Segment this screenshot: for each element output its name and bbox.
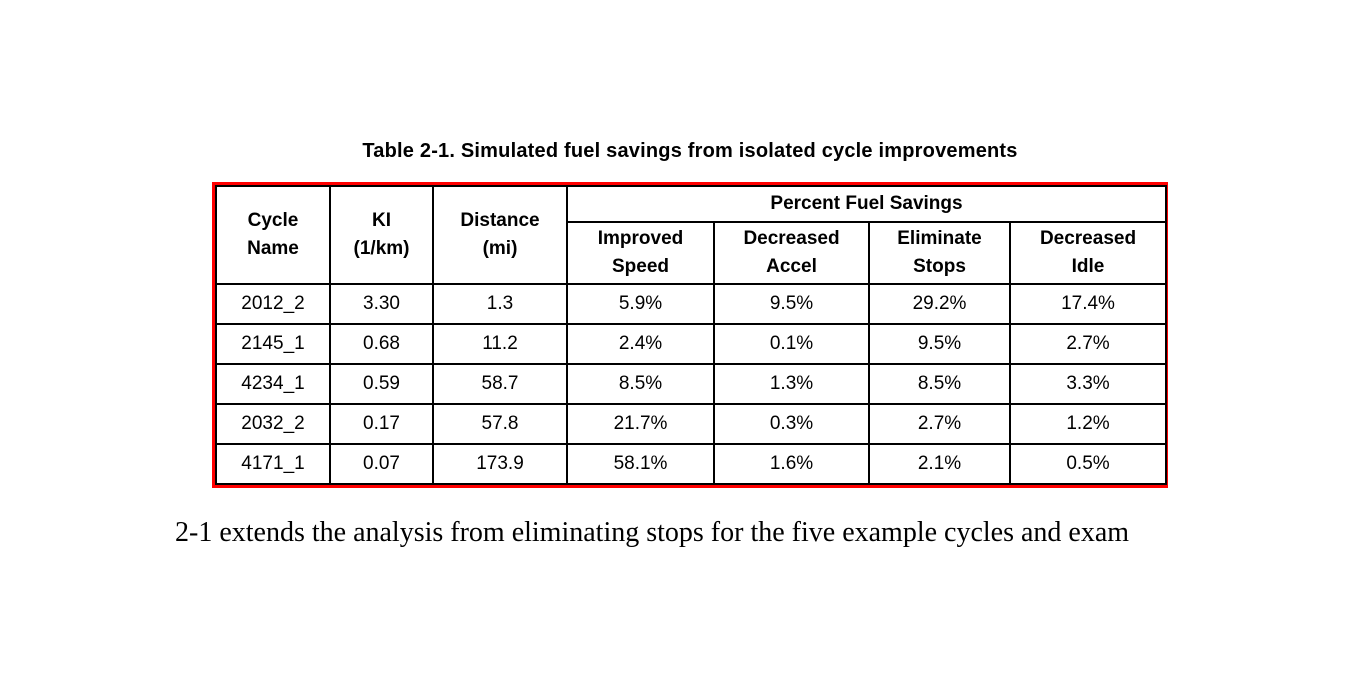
cell-distance: 173.9 xyxy=(432,443,568,485)
cell-ki: 0.68 xyxy=(329,323,434,365)
header-cycle-name: Cycle Name xyxy=(215,185,331,285)
cell-ki: 3.30 xyxy=(329,283,434,325)
cell-improved-speed: 21.7% xyxy=(566,403,715,445)
cell-improved-speed: 58.1% xyxy=(566,443,715,485)
cell-cycle-name: 2032_2 xyxy=(215,403,331,445)
cell-distance: 11.2 xyxy=(432,323,568,365)
cell-decreased-idle: 3.3% xyxy=(1009,363,1167,405)
cell-decreased-accel: 1.3% xyxy=(713,363,870,405)
cell-cycle-name: 4171_1 xyxy=(215,443,331,485)
cell-ki: 0.07 xyxy=(329,443,434,485)
cell-improved-speed: 5.9% xyxy=(566,283,715,325)
table-red-outline: Cycle Name KI (1/km) Distance (mi) Perce… xyxy=(212,182,1168,488)
cell-improved-speed: 2.4% xyxy=(566,323,715,365)
table-row: 4171_1 0.07 173.9 58.1% 1.6% 2.1% 0.5% xyxy=(215,443,1167,485)
cell-eliminate-stops: 2.7% xyxy=(868,403,1011,445)
cell-cycle-name: 2012_2 xyxy=(215,283,331,325)
header-improved-speed: Improved Speed xyxy=(566,221,715,285)
table-row: 2032_2 0.17 57.8 21.7% 0.3% 2.7% 1.2% xyxy=(215,403,1167,445)
fuel-savings-table: Cycle Name KI (1/km) Distance (mi) Perce… xyxy=(215,185,1167,485)
cell-decreased-idle: 17.4% xyxy=(1009,283,1167,325)
cell-ki: 0.59 xyxy=(329,363,434,405)
header-distance: Distance (mi) xyxy=(432,185,568,285)
table-header-row-sub: Improved Speed Decreased Accel Eliminate… xyxy=(216,221,1167,285)
header-decreased-accel: Decreased Accel xyxy=(713,221,870,285)
header-eliminate-stops: Eliminate Stops xyxy=(868,221,1011,285)
table-row: 2145_1 0.68 11.2 2.4% 0.1% 9.5% 2.7% xyxy=(215,323,1167,365)
cell-eliminate-stops: 9.5% xyxy=(868,323,1011,365)
cell-distance: 1.3 xyxy=(432,283,568,325)
table-row: 4234_1 0.59 58.7 8.5% 1.3% 8.5% 3.3% xyxy=(215,363,1167,405)
cell-decreased-idle: 2.7% xyxy=(1009,323,1167,365)
cell-ki: 0.17 xyxy=(329,403,434,445)
cell-decreased-idle: 0.5% xyxy=(1009,443,1167,485)
cell-cycle-name: 4234_1 xyxy=(215,363,331,405)
header-ki: KI (1/km) xyxy=(329,185,434,285)
cell-decreased-accel: 0.3% xyxy=(713,403,870,445)
cell-eliminate-stops: 8.5% xyxy=(868,363,1011,405)
table-row: 2012_2 3.30 1.3 5.9% 9.5% 29.2% 17.4% xyxy=(215,283,1167,325)
header-percent-fuel-savings: Percent Fuel Savings xyxy=(566,185,1167,223)
cell-eliminate-stops: 2.1% xyxy=(868,443,1011,485)
cell-distance: 57.8 xyxy=(432,403,568,445)
cell-decreased-accel: 9.5% xyxy=(713,283,870,325)
table-caption: Table 2-1. Simulated fuel savings from i… xyxy=(362,140,1018,162)
cell-decreased-accel: 1.6% xyxy=(713,443,870,485)
cell-cycle-name: 2145_1 xyxy=(215,323,331,365)
body-paragraph: 2-1 extends the analysis from eliminatin… xyxy=(175,517,1130,548)
cell-distance: 58.7 xyxy=(432,363,568,405)
cell-decreased-idle: 1.2% xyxy=(1009,403,1167,445)
cell-eliminate-stops: 29.2% xyxy=(868,283,1011,325)
cell-decreased-accel: 0.1% xyxy=(713,323,870,365)
table-header-row-group: Cycle Name KI (1/km) Distance (mi) Perce… xyxy=(215,185,1167,285)
header-decreased-idle: Decreased Idle xyxy=(1009,221,1167,285)
cell-improved-speed: 8.5% xyxy=(566,363,715,405)
